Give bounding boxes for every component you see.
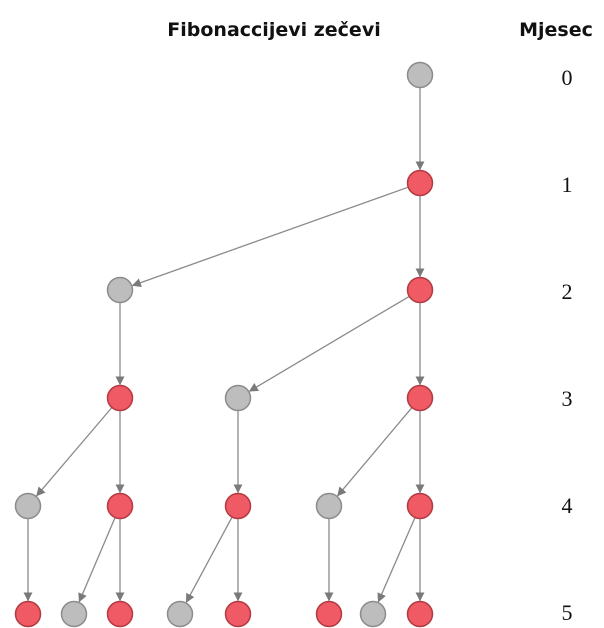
adult-rabbit-node-r5a (14, 600, 42, 628)
adult-rabbit-node-r4a (106, 492, 134, 520)
edge-r2-y3 (248, 295, 410, 392)
adult-rabbit-node-r5e (406, 600, 434, 628)
adult-rabbit-node-r5d (315, 600, 343, 628)
month-label-1: 1 (562, 172, 573, 197)
edge-r4c-y5c (377, 517, 416, 603)
month-label-3: 3 (562, 386, 573, 411)
young-rabbit-node-y4a (14, 492, 42, 520)
month-label-5: 5 (562, 600, 573, 625)
young-rabbit-node-r0 (406, 61, 434, 89)
edges-layer (23, 87, 425, 603)
diagram-title: Fibonaccijevi zečevi (167, 19, 380, 41)
edge-r3a-y4a (36, 407, 113, 497)
adult-rabbit-node-r4b (224, 492, 252, 520)
young-rabbit-node-y3 (224, 384, 252, 412)
adult-rabbit-node-r2 (406, 276, 434, 304)
young-rabbit-node-y5a (60, 600, 88, 628)
edge-r1-y2 (131, 186, 409, 287)
adult-rabbit-node-r1 (406, 169, 434, 197)
month-label-4: 4 (562, 493, 573, 518)
adult-rabbit-node-r4c (406, 492, 434, 520)
nodes-layer (14, 61, 434, 628)
edge-r4b-y5b (185, 516, 233, 603)
adult-rabbit-node-r3a (106, 384, 134, 412)
month-label-2: 2 (562, 279, 573, 304)
months-header: Mjesec (519, 19, 593, 41)
edge-r3b-y4b (337, 407, 413, 497)
month-labels: 0 1 2 3 4 5 (562, 65, 573, 625)
month-label-0: 0 (562, 65, 573, 90)
adult-rabbit-node-r3b (406, 384, 434, 412)
young-rabbit-node-y5b (166, 600, 194, 628)
young-rabbit-node-y4b (315, 492, 343, 520)
young-rabbit-node-y5c (359, 600, 387, 628)
young-rabbit-node-y2 (106, 276, 134, 304)
adult-rabbit-node-r5c (224, 600, 252, 628)
adult-rabbit-node-r5b (106, 600, 134, 628)
edge-r4a-y5a (78, 517, 116, 603)
